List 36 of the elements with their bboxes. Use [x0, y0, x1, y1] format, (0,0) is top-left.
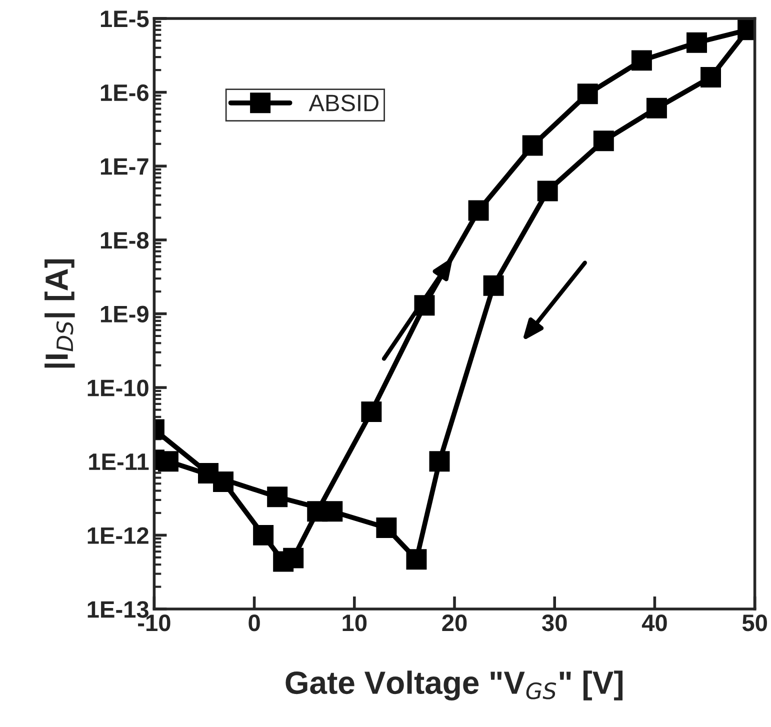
y-tick-label: 1E-10 [88, 380, 148, 396]
y-tick-label: 1E-8 [100, 232, 149, 249]
point [253, 524, 274, 546]
point [213, 471, 234, 492]
x-tick-label: 10 [342, 614, 367, 632]
x-tick-label: 30 [542, 614, 567, 632]
y-tick-label: 1E-11 [89, 454, 149, 470]
point [631, 50, 652, 71]
point [429, 451, 450, 472]
point [483, 275, 504, 296]
y-tick-label: 1E-9 [100, 306, 148, 323]
y-axis-title: |I$_{DS}$| [A] [44, 259, 75, 368]
point [593, 130, 614, 152]
point [522, 135, 543, 156]
y-tick-label: 1E-5 [100, 10, 149, 28]
point [577, 84, 598, 104]
point [700, 66, 722, 88]
point [267, 486, 288, 508]
x-tick-label: 0 [248, 614, 260, 632]
point [283, 548, 304, 568]
y-tick-label: 1E-7 [100, 158, 148, 175]
point [406, 549, 427, 570]
y-tick-label: 1E-6 [100, 84, 148, 102]
y-tick-label: 1E-12 [88, 527, 148, 544]
point [322, 501, 343, 522]
point [537, 180, 558, 202]
x-axis-title: Gate Voltage "V$_{GS}$" [V] [286, 670, 623, 701]
x-tick-label: 40 [642, 614, 667, 632]
point [361, 402, 382, 422]
legend-label: ABSID [308, 94, 378, 112]
point [468, 200, 489, 221]
x-tick-label: 50 [742, 614, 767, 632]
point [686, 32, 707, 53]
x-tick-label: 20 [442, 614, 467, 632]
point [376, 518, 397, 538]
point [646, 98, 667, 118]
